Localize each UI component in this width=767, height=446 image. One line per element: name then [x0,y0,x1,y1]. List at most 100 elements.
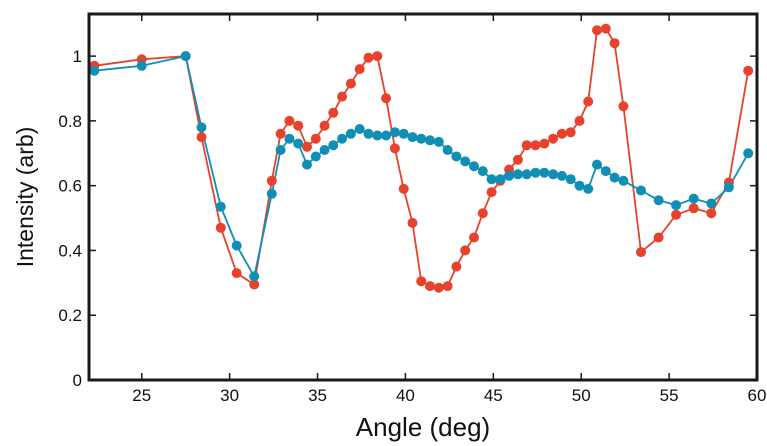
y-tick-label: 0.2 [58,306,82,325]
series-2-point [416,133,427,144]
series-2-point [180,51,191,62]
series-2-point [266,188,277,199]
series-2-point [504,170,515,181]
series-1-point [451,261,462,272]
series-2-point [337,133,348,144]
series-layer [89,23,754,293]
series-2-point [521,169,532,180]
series-1-point [600,23,611,34]
series-2-point [398,128,409,139]
series-1-point [521,140,532,151]
series-2-point [442,145,453,155]
x-tick-label: 55 [660,386,679,405]
series-1-point [231,268,242,279]
x-tick-label: 35 [308,386,327,405]
series-2-point [231,240,242,251]
series-1-point [583,96,594,107]
series-1-point [688,203,699,214]
series-2-point [688,193,699,204]
series-1-point [469,232,479,243]
series-2-point [618,175,629,186]
series-2-point [345,128,356,139]
series-1-point [442,281,453,292]
x-tick-label: 60 [748,386,767,405]
series-1-point [743,65,754,76]
series-2-point [433,136,444,147]
y-tick-label: 0.6 [58,177,82,196]
series-2-point [486,174,497,185]
series-1-point [284,115,295,126]
x-tick-label: 45 [484,386,503,405]
series-1-point [196,132,207,143]
series-1-point [363,52,374,63]
y-tick-label: 0 [73,371,82,390]
series-1-point [345,78,356,89]
series-2-point [293,138,304,149]
x-tick-label: 40 [396,386,415,405]
series-2-point [636,185,646,196]
x-tick-label: 30 [220,386,239,405]
series-2-point [381,130,392,141]
series-1-point [389,143,400,154]
series-2-point [469,161,479,172]
series-1-point [266,175,277,186]
series-2-point [372,130,383,141]
series-1-line [94,27,750,289]
series-2-point [565,174,576,185]
series-2-point [215,201,226,212]
series-2-point [319,145,330,155]
series-2-point [275,145,286,155]
series-1-point [565,127,576,138]
series-1-point [381,93,392,104]
series-1-point [215,222,226,233]
series-1-point [354,64,365,75]
series-2-point [609,172,620,183]
series-2-point [249,271,260,282]
x-tick-label: 25 [132,386,151,405]
series-1-point [477,208,488,219]
series-2-point [530,167,541,178]
series-2-point [706,198,717,209]
y-axis-label: Intensity (arb) [12,127,38,268]
series-1-point [425,281,435,292]
series-2-point [592,159,602,170]
series-2-point [574,180,585,191]
series-2-point [653,195,664,206]
series-2-point [196,122,207,133]
series-2-point [539,167,550,178]
series-2-point [556,170,567,181]
series-2-point [671,200,682,211]
series-2-point [477,166,488,177]
series-1-point [319,120,330,131]
series-2-point [548,169,559,180]
series-1-point [310,133,321,144]
series-2-point [89,65,100,76]
series-1-point [653,232,664,243]
series-1-point [706,208,717,219]
y-tick-label: 1 [73,47,82,66]
series-1-point [618,101,629,112]
series-1-point [433,282,444,293]
series-2-point [600,166,611,177]
series-2-line [94,55,749,278]
series-1-point [275,128,286,139]
series-1-point [671,209,682,220]
y-tick-label: 0.4 [58,241,82,260]
x-axis-label: Angle (deg) [356,412,490,442]
series-1-point [574,115,585,126]
series-2-point [284,133,295,144]
series-1-point [416,276,427,287]
series-2-point [328,140,339,151]
x-tick-label: 50 [572,386,591,405]
series-2-point [583,183,594,194]
series-1-point [548,133,559,144]
series-1-point [512,154,523,165]
series-1-point [486,187,497,198]
series-1-point [249,279,260,290]
series-2-point [389,127,400,138]
series-1-point [609,38,620,49]
series-1-point [328,107,339,118]
series-1-point [539,138,550,149]
y-tick-label: 0.8 [58,112,82,131]
